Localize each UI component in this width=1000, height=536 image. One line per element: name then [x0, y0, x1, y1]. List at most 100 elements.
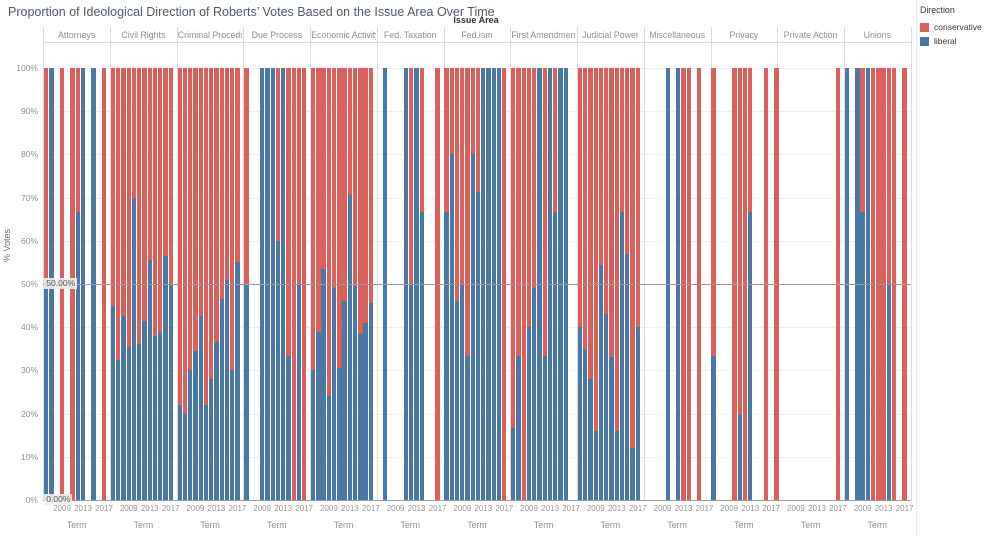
liberal-segment[interactable] [368, 303, 374, 500]
conservative-segment[interactable] [316, 68, 321, 332]
stacked-bar[interactable] [337, 68, 342, 500]
stacked-bar[interactable] [516, 68, 521, 500]
liberal-segment[interactable] [419, 211, 424, 500]
conservative-segment[interactable] [209, 68, 214, 380]
liberal-segment[interactable] [147, 260, 152, 500]
liberal-segment[interactable] [163, 255, 168, 500]
stacked-bar[interactable] [163, 68, 168, 500]
liberal-segment[interactable] [244, 284, 249, 500]
conservative-segment[interactable] [625, 68, 630, 254]
stacked-bar[interactable] [625, 68, 630, 500]
conservative-segment[interactable] [126, 68, 131, 347]
liberal-segment[interactable] [137, 344, 142, 500]
conservative-segment[interactable] [235, 68, 240, 263]
liberal-segment[interactable] [337, 368, 342, 500]
stacked-bar[interactable] [619, 68, 625, 500]
conservative-segment[interactable] [748, 68, 753, 212]
conservative-segment[interactable] [363, 68, 368, 323]
stacked-bar[interactable] [193, 68, 198, 500]
conservative-segment[interactable] [553, 68, 558, 212]
liberal-segment[interactable] [860, 211, 865, 500]
stacked-bar[interactable] [121, 68, 126, 500]
conservative-segment[interactable] [137, 68, 142, 345]
liberal-segment[interactable] [526, 327, 532, 500]
stacked-bar[interactable] [630, 68, 635, 500]
stacked-bar[interactable] [44, 68, 49, 500]
conservative-segment[interactable] [163, 68, 168, 256]
conservative-segment[interactable] [337, 68, 342, 369]
stacked-bar[interactable] [209, 68, 214, 500]
stacked-bar[interactable] [142, 68, 147, 500]
stacked-bar[interactable] [188, 68, 193, 500]
liberal-segment[interactable] [110, 305, 116, 500]
stacked-bar[interactable] [583, 68, 588, 500]
conservative-segment[interactable] [177, 68, 182, 405]
liberal-segment[interactable] [193, 350, 198, 500]
conservative-segment[interactable] [542, 68, 547, 357]
stacked-bar[interactable] [532, 68, 537, 500]
stacked-bar[interactable] [444, 68, 449, 500]
conservative-segment[interactable] [598, 68, 604, 265]
liberal-segment[interactable] [296, 284, 302, 500]
conservative-segment[interactable] [609, 68, 614, 358]
stacked-bar[interactable] [542, 68, 547, 500]
stacked-bar[interactable] [511, 68, 516, 500]
stacked-bar[interactable] [131, 68, 137, 500]
stacked-bar[interactable] [198, 68, 203, 500]
stacked-bar[interactable] [110, 68, 116, 500]
conservative-segment[interactable] [419, 68, 424, 212]
stacked-bar[interactable] [177, 68, 182, 500]
liberal-segment[interactable] [475, 191, 481, 500]
conservative-segment[interactable] [614, 68, 619, 431]
conservative-segment[interactable] [588, 68, 593, 380]
stacked-bar[interactable] [182, 68, 188, 500]
stacked-bar[interactable] [368, 68, 374, 500]
liberal-segment[interactable] [347, 195, 353, 500]
liberal-segment[interactable] [230, 370, 235, 500]
stacked-bar[interactable] [224, 68, 230, 500]
liberal-segment[interactable] [409, 284, 414, 500]
legend-item-conservative[interactable]: conservative [920, 22, 998, 32]
liberal-segment[interactable] [454, 301, 460, 500]
liberal-segment[interactable] [465, 356, 470, 500]
stacked-bar[interactable] [203, 68, 209, 500]
liberal-segment[interactable] [625, 253, 630, 500]
liberal-segment[interactable] [224, 279, 230, 500]
conservative-segment[interactable] [182, 68, 188, 414]
conservative-segment[interactable] [152, 68, 158, 336]
liberal-segment[interactable] [44, 284, 49, 500]
conservative-segment[interactable] [275, 68, 281, 241]
liberal-segment[interactable] [630, 448, 635, 500]
conservative-segment[interactable] [203, 68, 209, 405]
conservative-segment[interactable] [470, 68, 475, 155]
conservative-segment[interactable] [131, 68, 137, 198]
liberal-segment[interactable] [158, 331, 163, 500]
liberal-segment[interactable] [131, 197, 137, 500]
liberal-segment[interactable] [316, 331, 321, 500]
conservative-segment[interactable] [168, 68, 173, 284]
stacked-bar[interactable] [116, 68, 121, 500]
liberal-segment[interactable] [275, 240, 281, 500]
liberal-segment[interactable] [737, 413, 742, 500]
conservative-segment[interactable] [219, 68, 224, 300]
conservative-segment[interactable] [75, 68, 80, 212]
liberal-segment[interactable] [219, 299, 224, 500]
conservative-segment[interactable] [532, 68, 537, 289]
stacked-bar[interactable] [230, 68, 235, 500]
stacked-bar[interactable] [358, 68, 363, 500]
stacked-bar[interactable] [244, 68, 249, 500]
liberal-segment[interactable] [331, 288, 337, 500]
conservative-segment[interactable] [583, 68, 588, 349]
conservative-segment[interactable] [347, 68, 353, 196]
stacked-bar[interactable] [352, 68, 358, 500]
liberal-segment[interactable] [748, 211, 753, 500]
liberal-segment[interactable] [511, 427, 516, 500]
stacked-bar[interactable] [363, 68, 368, 500]
liberal-segment[interactable] [214, 342, 219, 500]
conservative-segment[interactable] [142, 68, 147, 321]
stacked-bar[interactable] [711, 68, 716, 500]
conservative-segment[interactable] [454, 68, 460, 302]
liberal-segment[interactable] [286, 356, 291, 500]
conservative-segment[interactable] [224, 68, 230, 280]
liberal-segment[interactable] [604, 314, 609, 500]
